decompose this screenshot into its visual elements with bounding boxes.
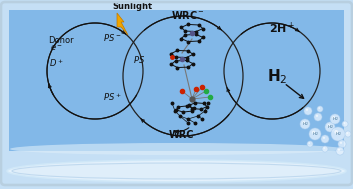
Text: Donor: Donor [48,36,74,45]
Circle shape [323,147,325,149]
Circle shape [340,142,342,144]
Circle shape [345,131,351,137]
Text: H$_2$: H$_2$ [312,130,318,138]
Circle shape [330,114,340,124]
Text: WRC$^-$: WRC$^-$ [171,9,205,21]
Text: H$_2$: H$_2$ [267,67,287,86]
Circle shape [307,141,313,147]
Circle shape [304,107,312,115]
Circle shape [322,146,328,152]
Circle shape [331,127,345,141]
Text: 2H$^+$: 2H$^+$ [269,21,295,36]
Text: $D^+$: $D^+$ [49,57,64,69]
Circle shape [318,107,320,109]
Circle shape [309,128,321,140]
Circle shape [338,140,346,148]
Circle shape [346,132,348,134]
Text: $PS^+$: $PS^+$ [103,91,121,103]
Text: $PS^-$: $PS^-$ [103,32,121,43]
Ellipse shape [12,163,341,179]
Circle shape [336,147,344,155]
Circle shape [333,116,335,119]
Circle shape [338,149,340,151]
Text: H$_2$: H$_2$ [335,130,341,138]
Ellipse shape [7,160,346,182]
Circle shape [303,121,305,124]
Text: H$_2$: H$_2$ [327,123,333,131]
Text: $e^-$: $e^-$ [50,43,63,53]
Circle shape [325,122,335,132]
Circle shape [306,109,308,111]
Circle shape [317,106,323,112]
Circle shape [342,121,348,127]
Circle shape [334,130,338,134]
Circle shape [327,124,330,127]
FancyBboxPatch shape [1,2,352,185]
Circle shape [323,137,325,139]
Circle shape [316,115,318,117]
Text: $PS$: $PS$ [133,54,145,65]
Circle shape [309,142,310,144]
Circle shape [321,135,329,143]
Polygon shape [117,13,128,35]
Ellipse shape [10,143,343,155]
Text: Sunlight: Sunlight [112,2,152,11]
Circle shape [343,122,345,124]
FancyBboxPatch shape [9,10,344,151]
Text: WRC: WRC [168,130,194,140]
Circle shape [314,113,322,121]
Circle shape [312,131,315,134]
Circle shape [300,119,310,129]
Text: H$_2$: H$_2$ [302,120,308,128]
Text: H$_2$: H$_2$ [332,115,338,123]
